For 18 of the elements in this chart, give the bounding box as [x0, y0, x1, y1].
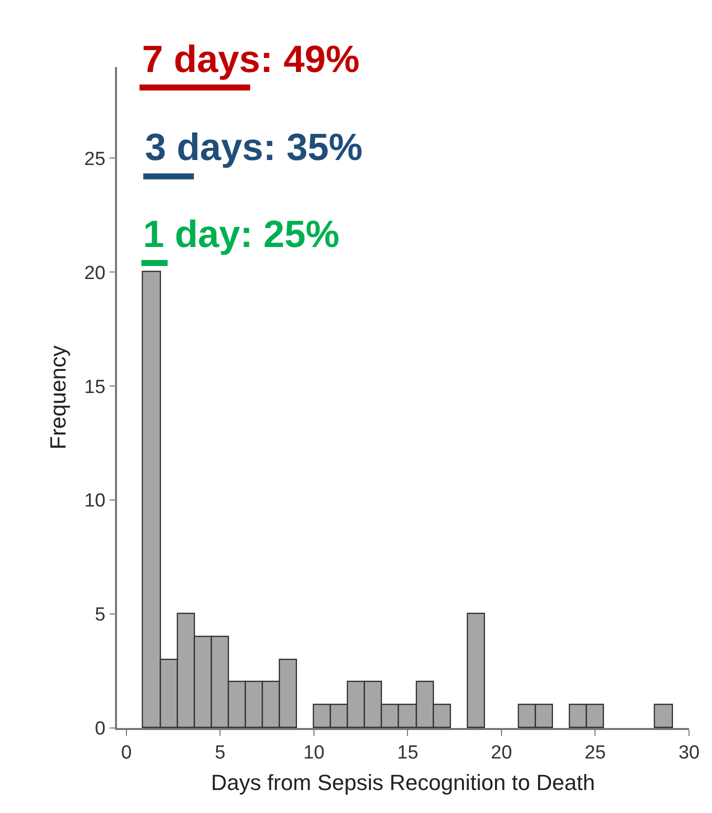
y-tick-label: 15 [84, 376, 106, 398]
x-tick-label: 20 [490, 742, 512, 764]
series-label: 3 days: 35% [145, 127, 363, 169]
x-tick-label: 15 [397, 742, 418, 764]
y-tick-label: 25 [84, 148, 106, 170]
x-tick-label: 25 [584, 742, 606, 764]
y-tick-label: 20 [84, 262, 106, 284]
series-label: 1 day: 25% [143, 214, 340, 256]
x-tick-label: 10 [303, 742, 324, 764]
series-label: 7 days: 49% [142, 39, 360, 81]
x-axis-title: Days from Sepsis Recognition to Death [211, 770, 595, 795]
y-tick-label: 0 [94, 718, 106, 740]
x-tick-label: 5 [214, 742, 226, 764]
y-axis-title: Frequency [46, 346, 71, 450]
x-tick-label: 30 [678, 742, 700, 764]
y-tick-label: 10 [84, 490, 106, 512]
y-tick-label: 5 [94, 604, 106, 626]
x-tick-label: 0 [121, 742, 132, 764]
